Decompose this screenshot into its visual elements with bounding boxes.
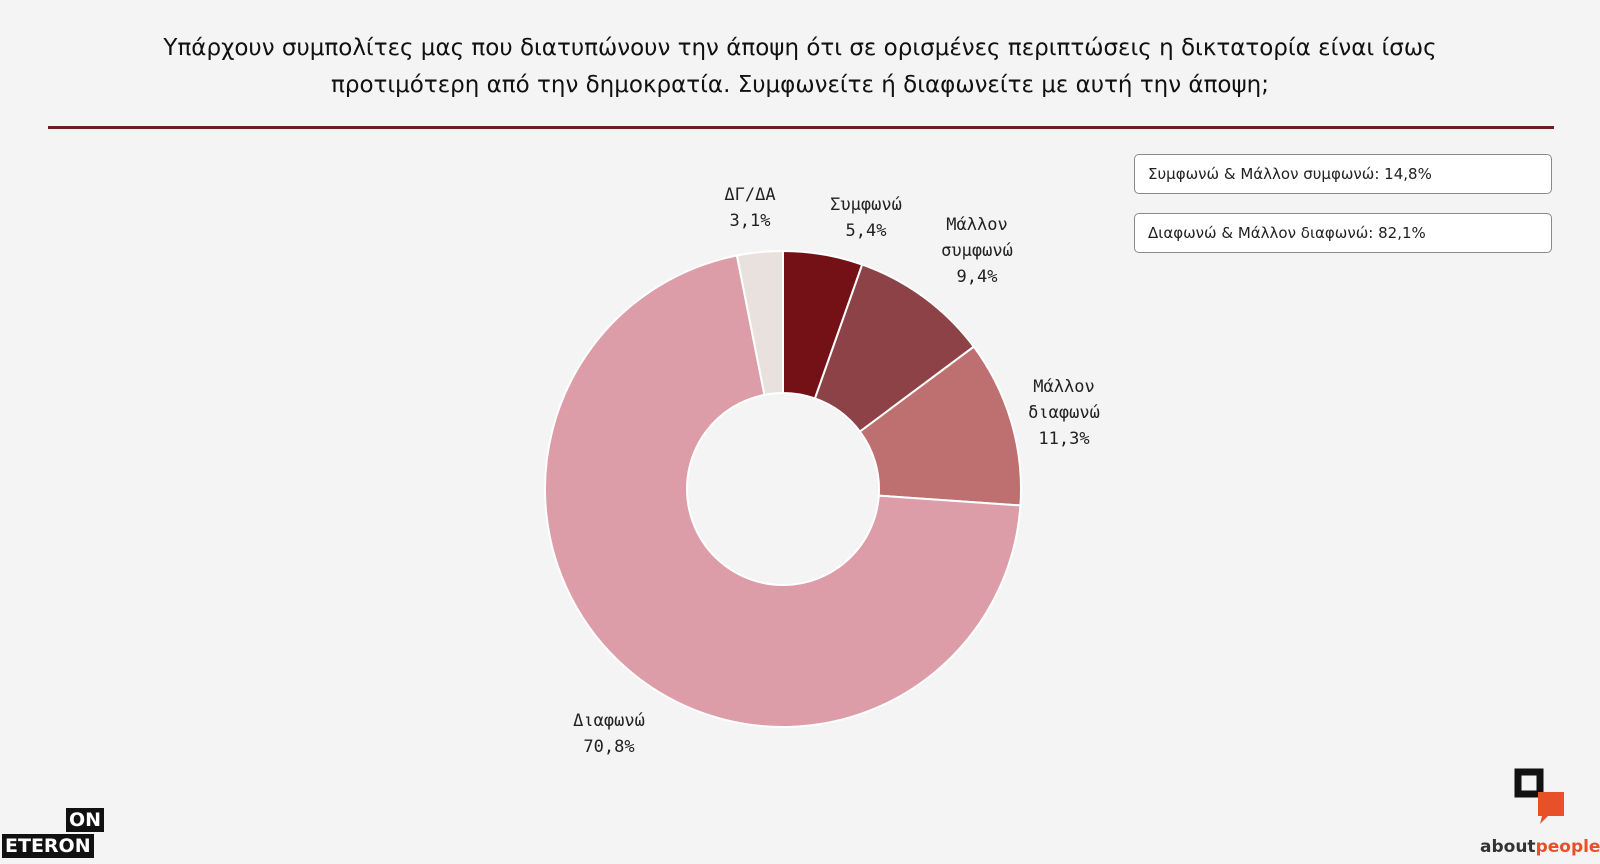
disagree-total-box: Διαφωνώ & Μάλλον διαφωνώ: 82,1% xyxy=(1134,213,1552,253)
logo-on-text: ON xyxy=(65,808,104,832)
slice-3 xyxy=(544,254,1022,728)
slice-value-4: 3,1% xyxy=(730,211,771,231)
slice-category-1: Μάλλον xyxy=(946,215,1007,235)
slice-category-2: Μάλλον xyxy=(1033,377,1094,397)
slice-label-1: Μάλλον συμφωνώ 9,4% xyxy=(941,215,1013,287)
slice-value-1: 9,4% xyxy=(957,267,998,287)
slice-label-0: Συμφωνώ 5,4% xyxy=(830,195,902,241)
slice-value-2: 11,3% xyxy=(1038,429,1089,449)
agree-total-box: Συμφωνώ & Μάλλον συμφωνώ: 14,8% xyxy=(1134,154,1552,194)
slice-category-0: Συμφωνώ xyxy=(830,195,902,215)
slice-value-3: 70,8% xyxy=(583,737,634,757)
logo-people-text: people xyxy=(1535,837,1600,857)
logo-about-text: about xyxy=(1480,837,1536,857)
slice-category-3: Διαφωνώ xyxy=(573,711,645,731)
logo-eteron-text: ETERON xyxy=(2,834,94,858)
aboutpeople-mark-icon xyxy=(1514,768,1564,824)
oneteron-logo: ON ETERON xyxy=(2,808,104,860)
slice-category-2: διαφωνώ xyxy=(1028,403,1100,423)
title-divider xyxy=(48,126,1554,129)
page-title: Υπάρχουν συμπολίτες μας που διατυπώνουν … xyxy=(60,30,1540,104)
slice-category-4: ΔΓ/ΔΑ xyxy=(724,185,775,205)
aboutpeople-logo: aboutpeople xyxy=(1478,762,1600,864)
title-line-2: προτιμότερη από την δημοκρατία. Συμφωνεί… xyxy=(331,72,1269,98)
title-line-1: Υπάρχουν συμπολίτες μας που διατυπώνουν … xyxy=(163,35,1437,61)
slice-4 xyxy=(735,249,784,396)
slice-label-2: Μάλλον διαφωνώ 11,3% xyxy=(1028,377,1100,449)
slice-category-1: συμφωνώ xyxy=(941,241,1013,261)
slice-value-0: 5,4% xyxy=(846,221,887,241)
slice-label-4: ΔΓ/ΔΑ 3,1% xyxy=(724,185,775,231)
aboutpeople-wordmark: aboutpeople xyxy=(1480,837,1600,857)
slice-label-3: Διαφωνώ 70,8% xyxy=(573,711,645,757)
slice-2 xyxy=(858,345,1022,507)
